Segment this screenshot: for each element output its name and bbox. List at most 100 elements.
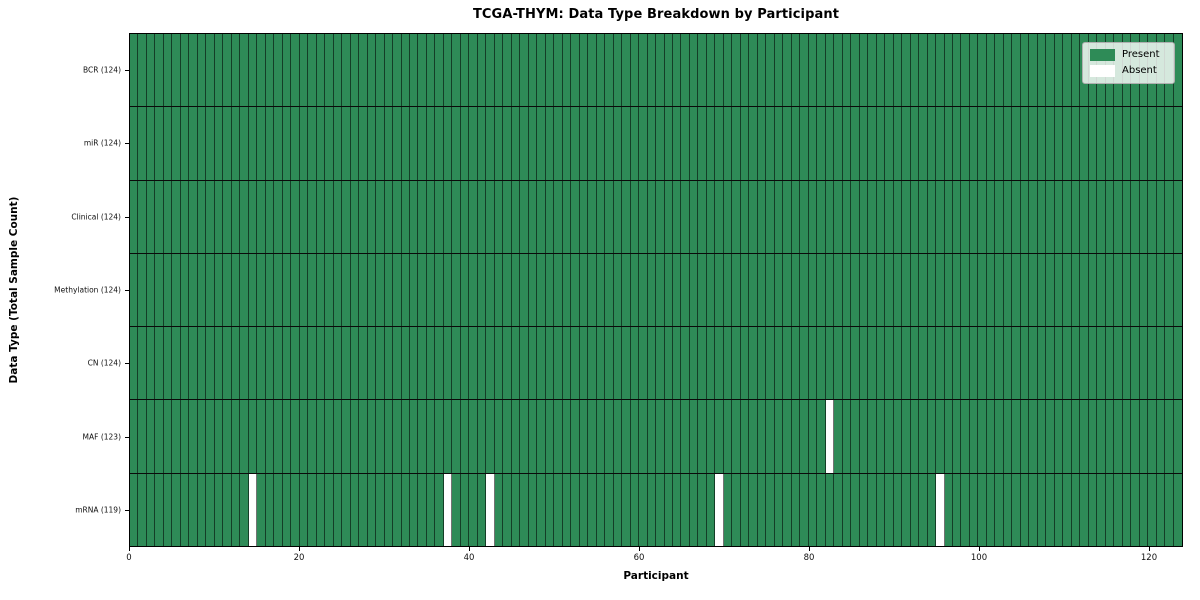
heatmap-grid xyxy=(130,34,1182,546)
heatmap-cell xyxy=(969,107,979,180)
heatmap-cell xyxy=(1046,107,1055,180)
heatmap-cell xyxy=(1131,327,1140,400)
heatmap-cell xyxy=(978,180,987,253)
heatmap-cell xyxy=(859,107,869,180)
heatmap-cell xyxy=(876,473,886,546)
heatmap-cell xyxy=(257,253,266,327)
heatmap-cell xyxy=(1088,180,1098,253)
heatmap-cell xyxy=(995,473,1004,546)
absent-swatch-icon xyxy=(1090,65,1115,77)
heatmap-cell xyxy=(223,400,232,473)
heatmap-cell xyxy=(885,34,894,107)
heatmap-cell xyxy=(418,180,427,253)
heatmap-cell xyxy=(155,107,164,180)
heatmap-cell xyxy=(673,253,682,327)
heatmap-cell xyxy=(689,107,699,180)
heatmap-cell xyxy=(579,473,589,546)
heatmap-cell xyxy=(1020,253,1030,327)
heatmap-cell xyxy=(197,107,207,180)
heatmap-cell xyxy=(214,180,224,253)
heatmap-cell xyxy=(952,180,962,253)
heatmap-cell xyxy=(554,107,563,180)
heatmap-cell xyxy=(698,253,707,327)
heatmap-cell xyxy=(757,107,767,180)
heatmap-cell xyxy=(893,253,903,327)
heatmap-cell xyxy=(562,400,572,473)
heatmap-cell xyxy=(732,180,741,253)
heatmap-cell xyxy=(1037,107,1047,180)
heatmap-cell xyxy=(562,327,572,400)
heatmap-cell xyxy=(138,327,147,400)
heatmap-cell xyxy=(774,34,784,107)
heatmap-cell xyxy=(817,253,826,327)
heatmap-cell xyxy=(766,107,775,180)
heatmap-cell xyxy=(1088,253,1098,327)
heatmap-cell xyxy=(766,180,775,253)
heatmap-cell xyxy=(596,327,606,400)
heatmap-cell xyxy=(197,327,207,400)
heatmap-cell xyxy=(172,180,181,253)
heatmap-cell xyxy=(673,327,682,400)
heatmap-cell xyxy=(732,34,741,107)
heatmap-cell xyxy=(477,107,487,180)
heatmap-cell xyxy=(1105,107,1115,180)
heatmap-cell xyxy=(944,327,953,400)
heatmap-cell xyxy=(308,473,317,546)
heatmap-cell xyxy=(460,253,470,327)
heatmap-cell xyxy=(902,400,911,473)
heatmap-cell xyxy=(1080,400,1089,473)
heatmap-cell xyxy=(647,34,657,107)
heatmap-cell xyxy=(639,34,648,107)
heatmap-cell xyxy=(197,473,207,546)
heatmap-cell xyxy=(1173,34,1182,107)
heatmap-cell xyxy=(486,107,495,180)
heatmap-cell xyxy=(180,180,190,253)
heatmap-cell xyxy=(155,180,164,253)
heatmap-cell xyxy=(596,473,606,546)
heatmap-cell xyxy=(130,473,139,546)
heatmap-cell xyxy=(927,473,937,546)
heatmap-cell xyxy=(800,473,809,546)
heatmap-cell xyxy=(1156,180,1166,253)
heatmap-cell xyxy=(240,107,249,180)
heatmap-cell xyxy=(774,400,784,473)
heatmap-cell xyxy=(418,473,427,546)
heatmap-cell xyxy=(494,107,504,180)
heatmap-cell xyxy=(825,253,835,327)
heatmap-cell xyxy=(1046,400,1055,473)
heatmap-cell xyxy=(588,400,597,473)
heatmap-cell xyxy=(952,34,962,107)
heatmap-cell xyxy=(291,34,300,107)
heatmap-cell xyxy=(885,180,894,253)
heatmap-cell xyxy=(214,327,224,400)
heatmap-cell xyxy=(163,107,173,180)
heatmap-cell xyxy=(1080,327,1089,400)
heatmap-cell xyxy=(240,253,249,327)
heatmap-cell xyxy=(723,253,733,327)
heatmap-cell xyxy=(706,473,716,546)
heatmap-cell xyxy=(630,253,640,327)
heatmap-cell xyxy=(902,34,911,107)
heatmap-cell xyxy=(554,34,563,107)
heatmap-cell xyxy=(163,180,173,253)
heatmap-cell xyxy=(146,473,156,546)
heatmap-cell xyxy=(503,473,512,546)
heatmap-cell xyxy=(740,473,750,546)
heatmap-cell xyxy=(876,180,886,253)
heatmap-cell xyxy=(647,180,657,253)
heatmap-cell xyxy=(885,400,894,473)
heatmap-cell xyxy=(231,253,241,327)
heatmap-cell xyxy=(554,400,563,473)
heatmap-cell xyxy=(978,107,987,180)
heatmap-cell xyxy=(206,400,215,473)
heatmap-cell xyxy=(274,473,283,546)
heatmap-cell xyxy=(910,34,920,107)
heatmap-cell xyxy=(299,327,309,400)
heatmap-cell xyxy=(435,400,444,473)
heatmap-cell xyxy=(469,253,478,327)
heatmap-cell xyxy=(834,400,843,473)
heatmap-cell xyxy=(197,253,207,327)
heatmap-cell xyxy=(486,180,495,253)
heatmap-cell xyxy=(1131,107,1140,180)
heatmap-cell xyxy=(1097,473,1106,546)
